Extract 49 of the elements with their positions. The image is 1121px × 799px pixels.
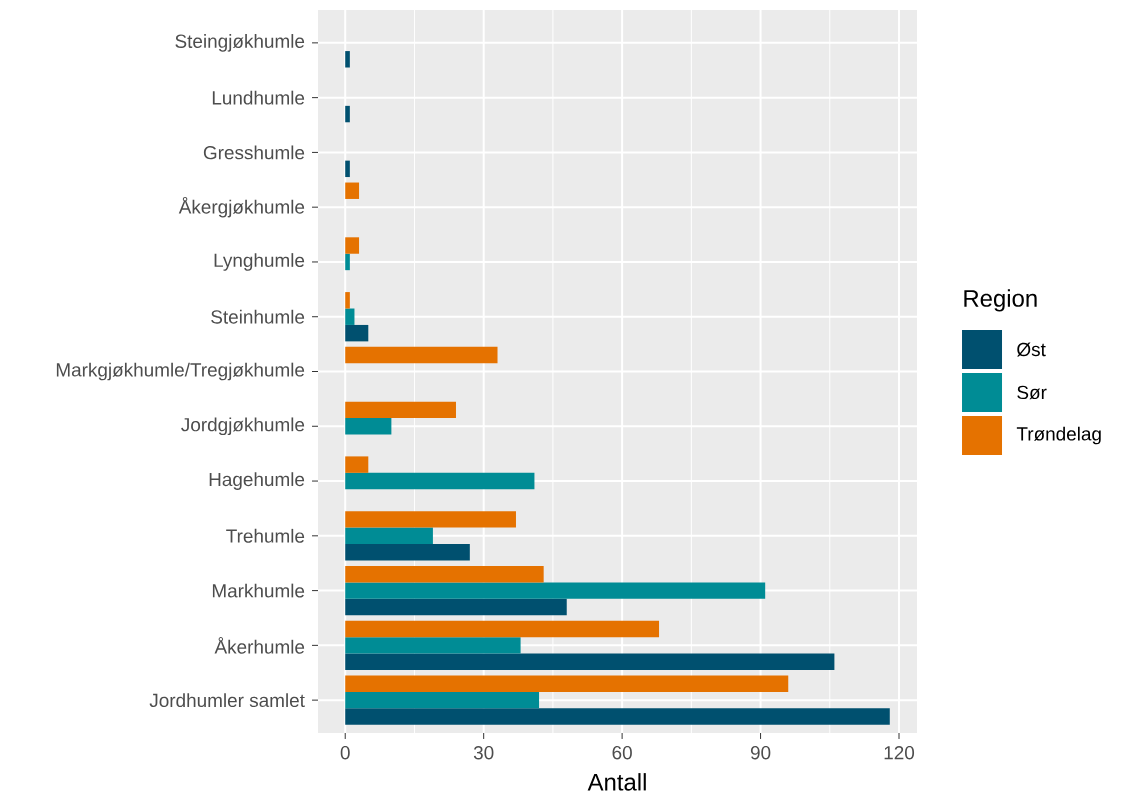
bar [345, 691, 540, 709]
bar [345, 565, 544, 583]
y-tick-label: Åkerhumle [214, 637, 305, 654]
bar [345, 418, 392, 435]
bar [345, 708, 890, 725]
bar [345, 105, 350, 123]
bar [345, 51, 350, 68]
bar [345, 582, 766, 599]
x-tick-label: 0 [340, 746, 350, 760]
bar [345, 237, 360, 254]
bar [345, 472, 535, 490]
y-tick-label: Lynghumle [214, 253, 305, 271]
bar [345, 160, 350, 178]
bar [345, 401, 456, 419]
bar [345, 620, 660, 638]
bar [345, 308, 355, 325]
x-tick-label: 90 [750, 746, 771, 760]
bar [345, 182, 360, 199]
bar [345, 675, 789, 692]
bar [345, 653, 835, 671]
y-tick-label: Jordgjøkhumle [181, 417, 305, 436]
bar [345, 527, 433, 545]
legend-label: Sør [1017, 385, 1047, 400]
legend-title: Region [964, 289, 1037, 312]
y-tick-label: Jordhumler samlet [149, 693, 305, 708]
bar [345, 544, 470, 561]
y-tick-label: Steinhumle [211, 309, 305, 324]
bar [345, 637, 521, 654]
x-tick-label: 60 [612, 746, 632, 760]
y-tick-label: Hagehumle [209, 472, 305, 490]
x-tick-label: 120 [884, 746, 915, 760]
bar [345, 598, 567, 616]
bar [345, 346, 498, 364]
legend-label: Øst [1017, 342, 1046, 357]
y-tick-label: Gresshumle [203, 145, 305, 160]
bar [345, 456, 369, 473]
y-tick-label: Markgjøkhumle/Tregjøkhumle [56, 362, 305, 381]
y-tick-label: Åkergjøkhumle [178, 196, 305, 218]
bar [345, 324, 369, 342]
legend-label: Trøndelag [1016, 426, 1101, 445]
x-axis-title: Antall [587, 773, 646, 791]
x-tick-label: 30 [473, 746, 494, 760]
bar [345, 292, 350, 309]
y-tick-label: Lundhumle [212, 90, 305, 105]
y-tick-label: Trehumle [226, 528, 305, 543]
y-tick-label: Steingjøkhumle [175, 34, 305, 52]
bar [345, 253, 350, 271]
bar [345, 511, 516, 528]
y-tick-label: Markhumle [212, 583, 305, 598]
